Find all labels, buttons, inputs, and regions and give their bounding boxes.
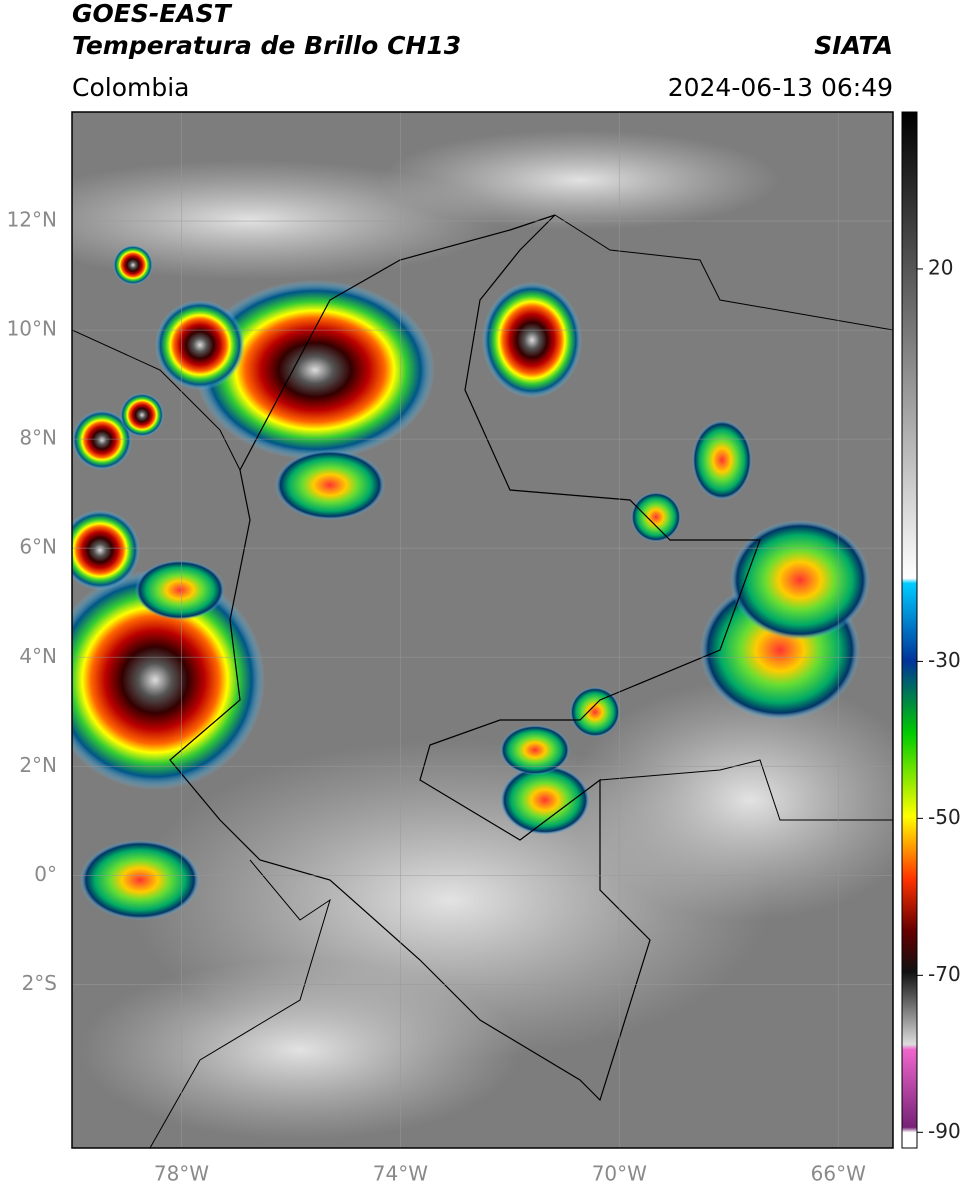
lat-label: 12°N <box>7 208 57 232</box>
map-frame <box>71 111 894 1149</box>
lat-label: 8°N <box>19 426 57 450</box>
colorbar-label: 20 <box>928 255 953 279</box>
lat-label: 0° <box>34 862 57 886</box>
graticule <box>72 112 893 1148</box>
lon-label: 78°W <box>154 1162 209 1186</box>
colorbar-label: -70 <box>928 962 961 986</box>
lon-label: 70°W <box>592 1162 647 1186</box>
satellite: GOES-EAST <box>72 0 233 28</box>
colorbar <box>901 111 918 1149</box>
lon-label: 74°W <box>373 1162 428 1186</box>
imagery <box>72 112 893 1148</box>
lon-label: 66°W <box>811 1162 866 1186</box>
region: Colombia <box>72 73 189 102</box>
lat-label: 4°N <box>19 644 57 668</box>
lat-label: 2°N <box>19 753 57 777</box>
colorbar-label: -30 <box>928 648 961 672</box>
colorbar-label: -90 <box>928 1119 961 1143</box>
colorbar-label: -50 <box>928 805 961 829</box>
datetime: 2024-06-13 06:49 <box>668 73 893 102</box>
lat-label: 2°S <box>22 971 57 995</box>
product: Temperatura de Brillo CH13 <box>72 31 461 60</box>
source: SIATA <box>814 31 893 60</box>
lat-label: 10°N <box>7 317 57 341</box>
lat-label: 6°N <box>19 535 57 559</box>
